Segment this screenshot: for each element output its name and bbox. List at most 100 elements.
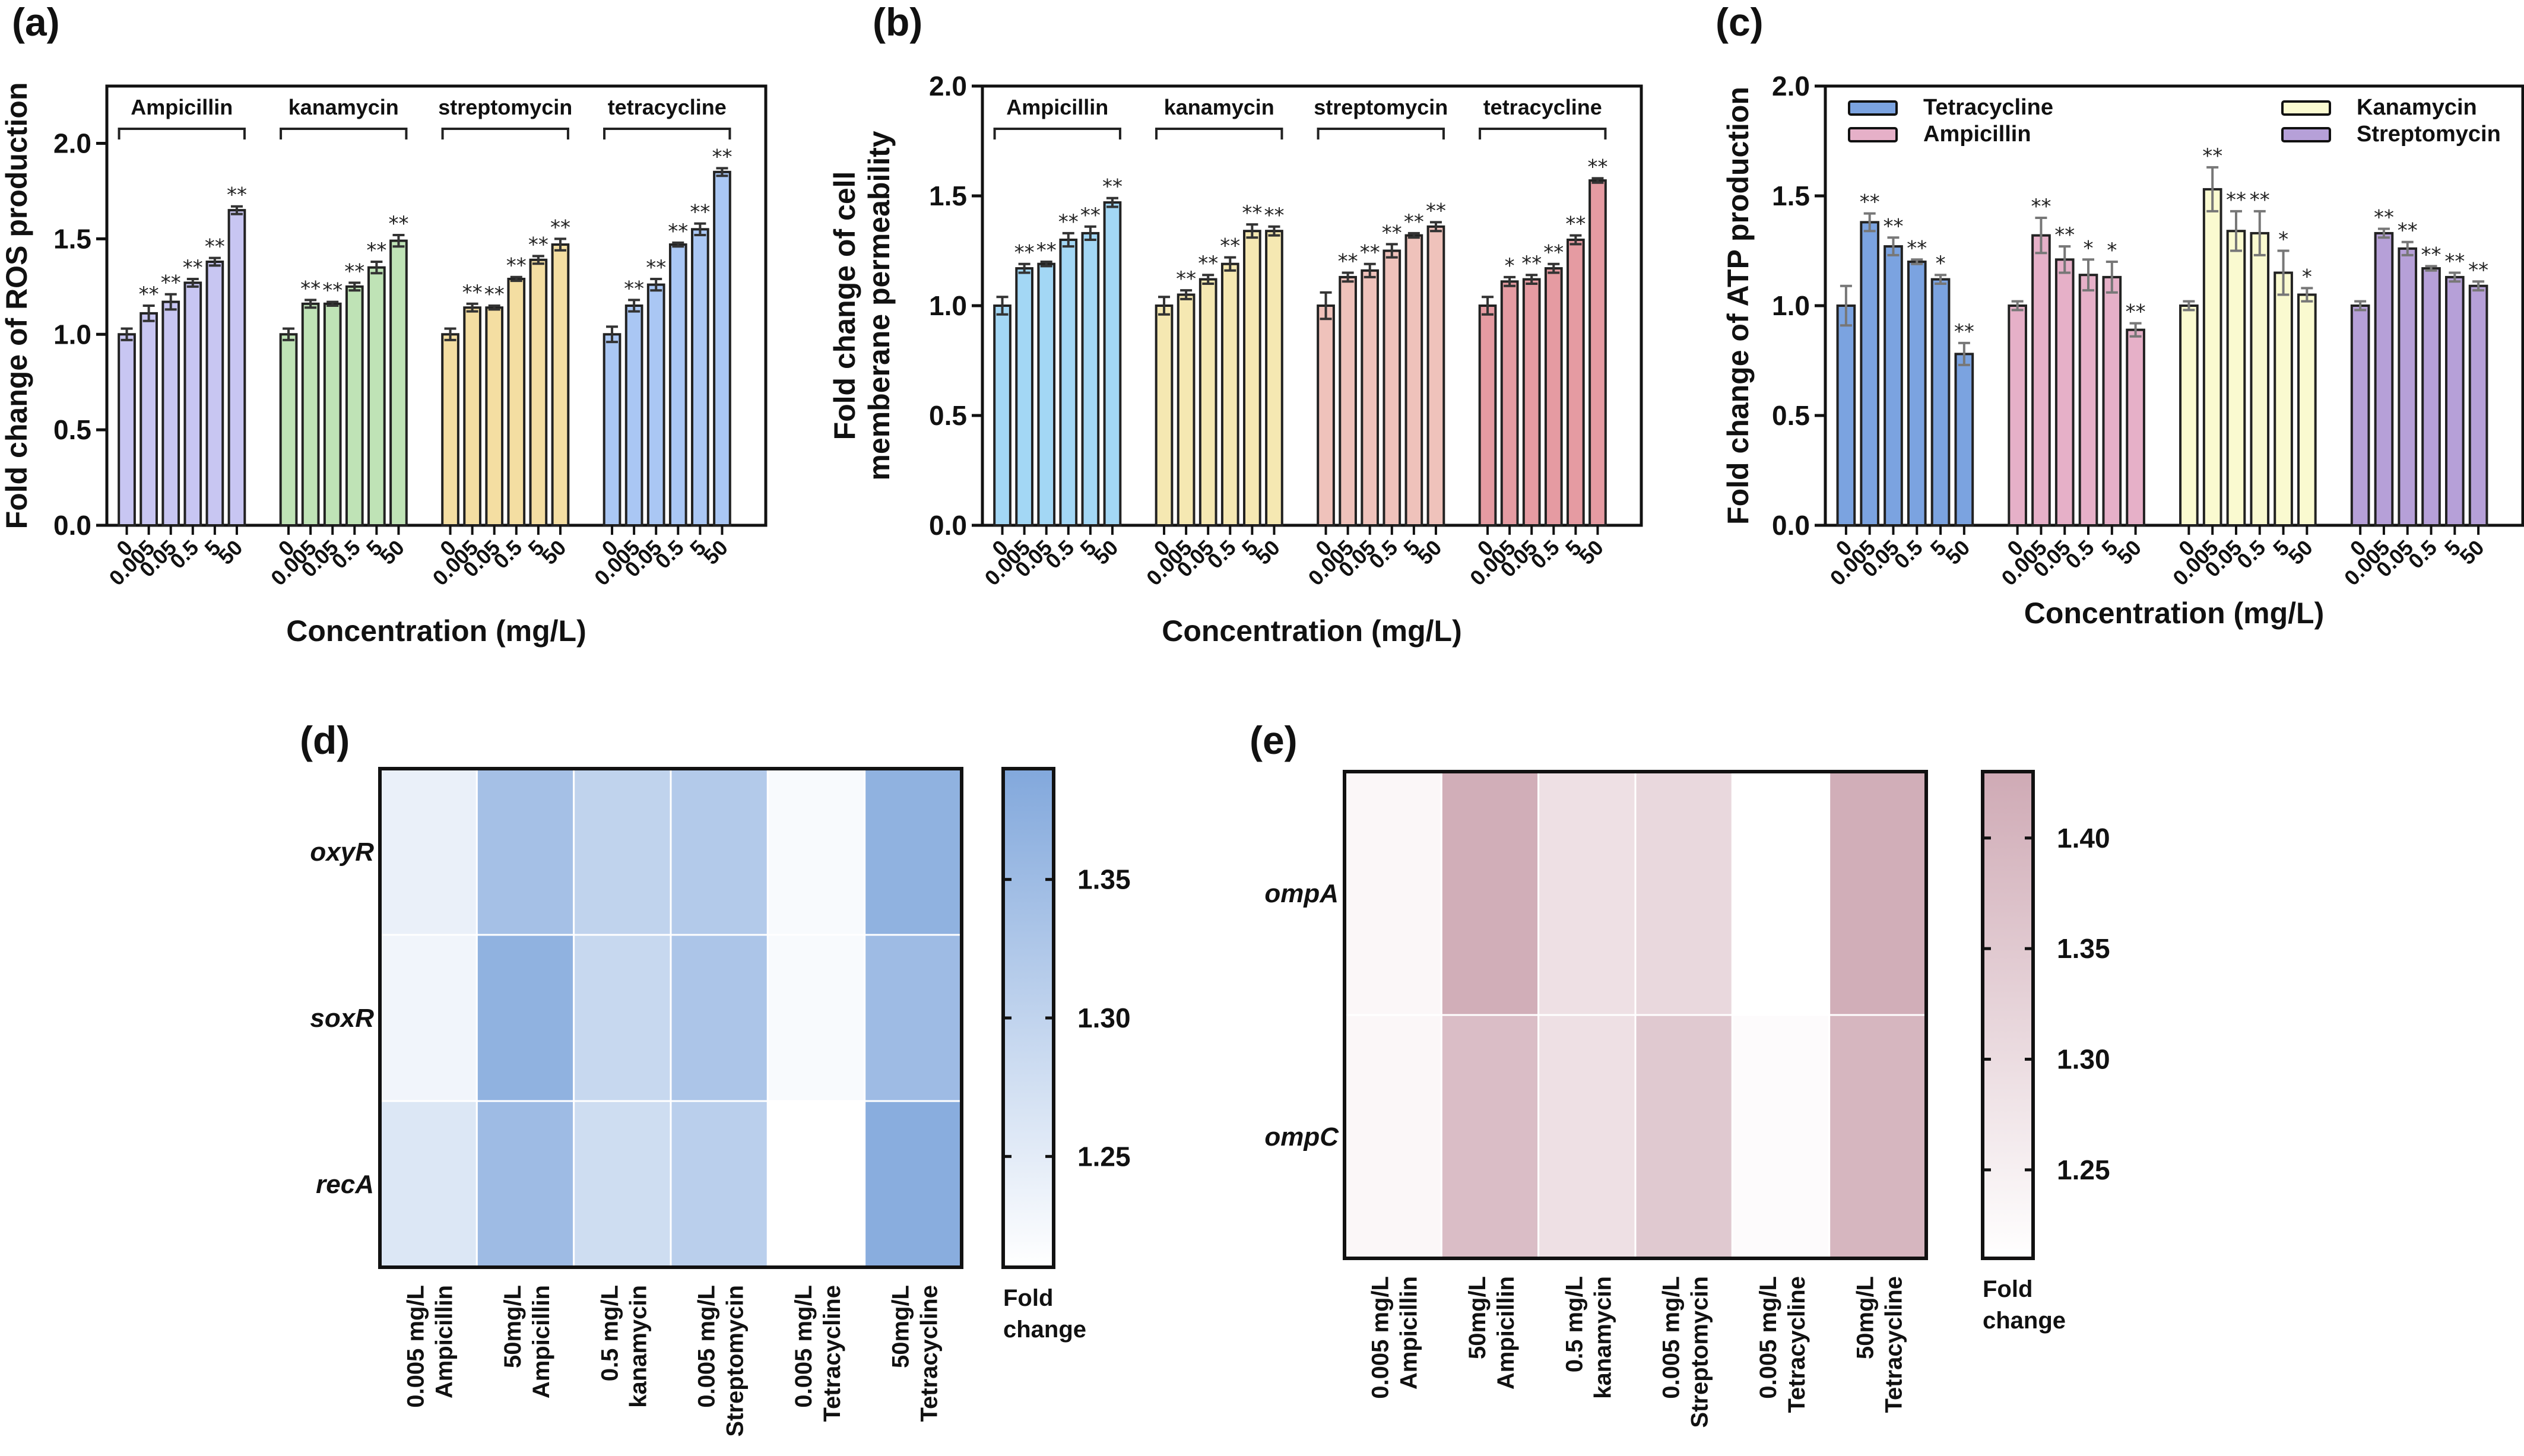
colorbar-tick-label: 1.35: [2057, 933, 2110, 964]
y-axis-title: Fold change of ATP production: [1721, 87, 1755, 525]
column-label-line: 0.005 mg/L: [1659, 1276, 1685, 1399]
significance-marker: **: [1404, 210, 1424, 234]
column-label: 0.005 mg/L Tetracycline: [1755, 1276, 1810, 1413]
bar: [1383, 249, 1401, 526]
significance-marker: **: [2126, 300, 2146, 324]
bar: [1265, 230, 1283, 526]
group-bracket: [1317, 128, 1445, 139]
y-tick-label: 2.0: [1772, 71, 1810, 101]
significance-marker: **: [462, 281, 483, 304]
column-label-line: 0.005 mg/L: [1755, 1276, 1781, 1399]
bar: [323, 302, 342, 526]
panel-a: (a) 0.0 0.5 1.0 1.5 2.0 Fold change of ROS pro…: [0, 0, 768, 648]
heatmap-cell: [1537, 1014, 1637, 1260]
significance-marker: **: [2421, 243, 2441, 267]
legend-label: Ampicillin: [1923, 122, 2031, 147]
legend-swatch: [1848, 100, 1898, 116]
panel-label: (e): [1250, 718, 1298, 762]
column-label-line: 0.005 mg/L: [791, 1285, 817, 1408]
y-axis-title-group: Fold change of ATP production: [1721, 87, 1755, 525]
bar-group-ampicillin: 0**0.005**0.05*0.5*5**50: [1996, 195, 2146, 590]
y-tick-label: 0.5: [929, 400, 967, 431]
x-tick-label: 50: [1412, 535, 1446, 569]
bar: [161, 300, 180, 526]
significance-marker: **: [624, 277, 644, 300]
significance-marker: *: [2084, 236, 2094, 260]
column-label-line: Ampicillin: [1396, 1276, 1422, 1390]
significance-marker: **: [1338, 250, 1358, 274]
column-label-line: 50mg/L: [500, 1285, 526, 1368]
y-tick-label: 1.0: [53, 319, 91, 350]
bar: [1907, 261, 1927, 526]
bar: [2350, 304, 2370, 526]
heatmap-cell: [670, 934, 769, 1102]
group-label: streptomycin: [438, 95, 572, 119]
significance-marker: *: [2107, 239, 2117, 262]
colorbar-title: change: [1003, 1317, 1086, 1343]
bar: [1860, 221, 1880, 526]
significance-marker: **: [1860, 191, 1880, 214]
heatmap-cell: [864, 1100, 963, 1268]
significance-marker: **: [1058, 210, 1079, 234]
column-label: 50mg/L Ampicillin: [1464, 1276, 1519, 1390]
x-tick-label: 0.5: [651, 535, 689, 573]
column-label-line: Tetracycline: [1784, 1276, 1810, 1413]
column-label-line: Ampicillin: [1493, 1276, 1519, 1390]
colorbar-title: Fold: [1983, 1276, 2032, 1302]
significance-marker: **: [2202, 144, 2222, 168]
x-tick-label: 50: [2455, 535, 2488, 569]
bar: [2421, 267, 2441, 526]
significance-marker: *: [1505, 254, 1515, 278]
row-label: oxyR: [310, 838, 374, 867]
heatmap-cell: [379, 767, 478, 936]
group-bracket: [603, 128, 731, 139]
y-axis-title: Fold change of ROS production: [0, 83, 33, 529]
column-label: 0.005 mg/L Ampicillin: [1368, 1276, 1422, 1399]
column-label: 50mg/L Tetracycline: [887, 1285, 942, 1422]
bar: [1037, 262, 1056, 526]
bar: [301, 302, 320, 526]
significance-marker: **: [484, 283, 505, 306]
legend-label: Streptomycin: [2357, 122, 2501, 147]
group-bracket: [1479, 128, 1607, 139]
y-tick-label: 0.5: [1772, 400, 1810, 431]
x-tick-label: 0.5: [1889, 535, 1927, 573]
bar: [1339, 275, 1357, 526]
heatmap-cell: [475, 767, 575, 936]
y-tick-label: 0.0: [929, 510, 967, 541]
heatmap-cell: [1828, 770, 1927, 1016]
bar: [1220, 262, 1239, 526]
y-tick-label: 1.5: [929, 180, 967, 211]
significance-marker: *: [1936, 252, 1946, 275]
x-tick-label: 50: [537, 535, 570, 569]
significance-marker: **: [1242, 201, 1262, 225]
bar: [1198, 278, 1217, 526]
bar: [624, 304, 643, 526]
bar: [668, 243, 687, 526]
y-tick-label: 1.0: [929, 290, 967, 321]
y-tick-label: 1.0: [1772, 290, 1810, 321]
y-tick-label: 1.5: [53, 223, 91, 254]
bar: [441, 333, 459, 526]
group-label: tetracycline: [1483, 95, 1602, 119]
column-label: 0.5 mg/L kanamycin: [597, 1285, 651, 1408]
bar: [345, 285, 364, 526]
group-bracket: [280, 128, 408, 139]
bar-group-streptomycin: 0**0.005**0.05**0.5**5**50: [2339, 206, 2489, 591]
bar: [2374, 231, 2394, 526]
bar: [1155, 304, 1174, 526]
bar: [1317, 304, 1335, 526]
bar: [551, 243, 570, 526]
heatmap-cell: [766, 1100, 866, 1268]
bar: [1588, 179, 1607, 527]
bar: [713, 170, 731, 527]
bar: [2297, 293, 2317, 526]
heatmap-cell: [864, 934, 963, 1102]
bar: [1103, 201, 1122, 527]
significance-marker: **: [1220, 234, 1240, 258]
row-label: ompA: [1264, 879, 1339, 908]
column-label-line: Tetracycline: [819, 1285, 845, 1422]
column-label: 0.005 mg/L Streptomycin: [1659, 1276, 1713, 1428]
significance-marker: **: [1198, 252, 1218, 275]
